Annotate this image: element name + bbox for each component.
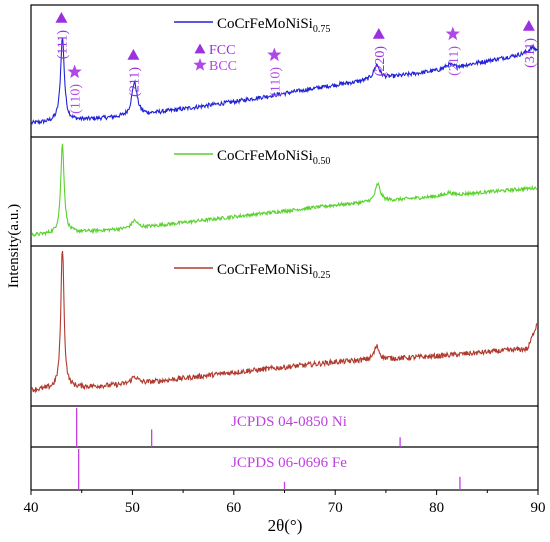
fcc-marker-1 xyxy=(55,12,68,23)
series-layer: CoCrFeMoNiSi0.75 CoCrFeMoNiSi0.50 CoCrFeMo… xyxy=(30,16,538,394)
hkl-label-3: (211) xyxy=(127,67,142,97)
y-axis-label: Intensity(a.u.) xyxy=(6,204,22,288)
reference-layer: JCPDS 04-0850 Ni JCPDS 06-0696 Fe xyxy=(75,408,461,490)
x-axis-label: 2θ(°) xyxy=(268,516,303,535)
bcc-key-label: BCC xyxy=(209,59,237,74)
bcc-marker-6 xyxy=(445,26,460,41)
x-tick-label-2: 50 xyxy=(125,500,140,516)
x-tick-label-5: 80 xyxy=(429,500,444,516)
hkl-label-1: (111) xyxy=(55,30,70,60)
annotation-layer: (111) (110) (211) (110) (220) (211) (311) FCCBC… xyxy=(55,12,538,114)
x-tick-label-1: 40 xyxy=(24,500,39,516)
hkl-label-5: (220) xyxy=(373,46,388,77)
series-trace-3 xyxy=(31,250,538,394)
x-tick-label-4: 70 xyxy=(328,500,343,516)
bcc-marker-2 xyxy=(67,64,82,79)
legend-label-3: CoCrFeMoNiSi0.25 xyxy=(217,262,330,281)
x-tick-label-3: 60 xyxy=(226,500,241,516)
hkl-label-6: (211) xyxy=(447,46,462,76)
fcc-marker-3 xyxy=(127,49,140,60)
series-trace-2 xyxy=(30,143,538,237)
series-trace-1 xyxy=(31,37,538,126)
hkl-label-4: (110) xyxy=(268,67,283,97)
fcc-marker-7 xyxy=(522,20,535,31)
fcc-key-label: FCC xyxy=(209,43,235,58)
hkl-label-7: (311) xyxy=(523,38,538,68)
bcc-marker-4 xyxy=(267,47,282,62)
fcc-marker-5 xyxy=(372,28,385,39)
reference-label-2: JCPDS 06-0696 Fe xyxy=(231,455,347,471)
legend-label-2: CoCrFeMoNiSi0.50 xyxy=(217,148,330,167)
x-axis: 40 50 60 70 80 90 xyxy=(24,490,546,516)
x-tick-label-6: 90 xyxy=(531,500,546,516)
legend-label-1: CoCrFeMoNiSi0.75 xyxy=(217,16,330,35)
bcc-key-marker xyxy=(193,58,207,71)
hkl-label-2: (110) xyxy=(69,84,84,114)
fcc-key-marker xyxy=(194,43,206,54)
reference-label-1: JCPDS 04-0850 Ni xyxy=(231,414,347,430)
